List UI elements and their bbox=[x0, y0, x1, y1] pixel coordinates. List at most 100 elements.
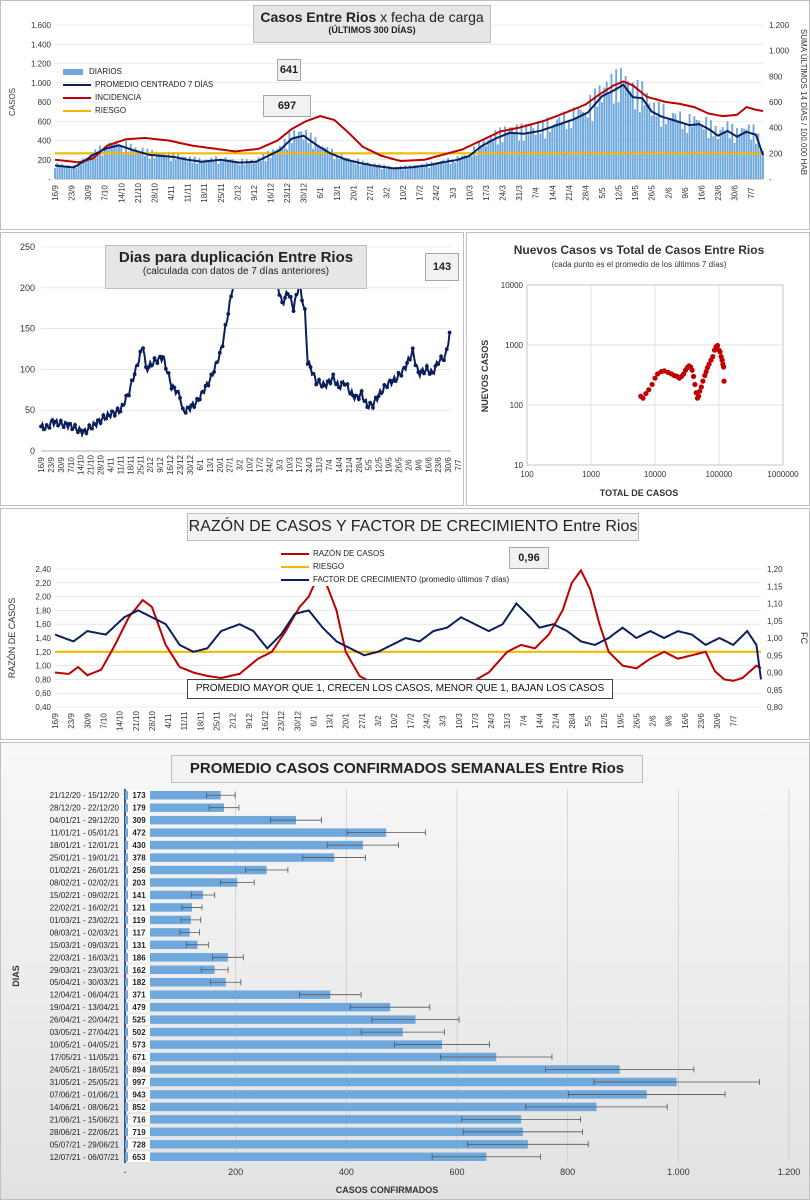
doubling-point bbox=[419, 369, 424, 374]
bar-value-label: 852 bbox=[132, 1103, 146, 1112]
scatter-point bbox=[698, 384, 704, 390]
daily-bar bbox=[72, 165, 75, 179]
x-tick-label: 21/10 bbox=[132, 710, 141, 731]
weekly-bar bbox=[125, 1152, 487, 1161]
weekly-bar bbox=[125, 1077, 677, 1087]
daily-bar bbox=[458, 158, 461, 179]
x-tick-label: 30/9 bbox=[57, 457, 66, 473]
x-tick-label: 23/12 bbox=[277, 710, 286, 731]
daily-bar bbox=[724, 132, 727, 179]
daily-bar bbox=[210, 157, 213, 179]
scatter-point bbox=[640, 395, 646, 401]
weekly-bar bbox=[125, 990, 331, 999]
daily-bar bbox=[650, 115, 653, 179]
bar-label-bg bbox=[128, 1114, 150, 1125]
legend-riesgo: RIESGO bbox=[63, 104, 213, 117]
category-label: 15/02/21 - 09/02/21 bbox=[50, 891, 120, 900]
doubling-point bbox=[277, 293, 282, 297]
promedio-line bbox=[54, 83, 764, 170]
x-tick-label: 13/1 bbox=[333, 185, 342, 201]
plot-frame bbox=[526, 284, 784, 466]
bar-label-bg bbox=[128, 1126, 150, 1137]
x-tick-label: 23/9 bbox=[47, 457, 56, 473]
daily-bar bbox=[151, 150, 154, 179]
weekly-bar bbox=[125, 1040, 443, 1049]
x-tick-label: 7/4 bbox=[532, 187, 541, 199]
daily-bar bbox=[283, 138, 286, 179]
daily-bar bbox=[631, 82, 634, 179]
doubling-point bbox=[75, 430, 80, 435]
daily-bar bbox=[297, 131, 300, 179]
daily-bar bbox=[129, 143, 132, 179]
weekly-bar bbox=[125, 791, 221, 800]
daily-bar bbox=[416, 165, 419, 179]
x-tick-label: 21/4 bbox=[565, 185, 574, 201]
bar-label-bg bbox=[128, 914, 150, 925]
daily-bar bbox=[615, 69, 618, 179]
y2-tick-label: 0,90 bbox=[767, 669, 783, 678]
daily-bar bbox=[584, 114, 587, 179]
daily-bar bbox=[473, 146, 476, 179]
x-tick-label: 10/3 bbox=[465, 185, 474, 201]
x-tick-label: 100000 bbox=[706, 470, 733, 479]
daily-bar bbox=[638, 112, 641, 179]
x-tick-label: 24/2 bbox=[265, 457, 274, 473]
daily-bar bbox=[463, 155, 466, 179]
ratio-title: RAZÓN DE CASOS Y FACTOR DE CRECIMIENTO E… bbox=[188, 518, 638, 535]
x-tick-label: 10/2 bbox=[390, 713, 399, 729]
daily-bar bbox=[385, 169, 388, 179]
category-label: 08/02/21 - 02/02/21 bbox=[50, 879, 120, 888]
daily-bar bbox=[198, 157, 201, 179]
daily-bar bbox=[63, 165, 66, 179]
x-tick-label: 4/11 bbox=[164, 713, 173, 729]
y-tick-label: 1.400 bbox=[31, 40, 52, 49]
bar-value-label: 173 bbox=[132, 791, 146, 800]
x-tick-label: 12/5 bbox=[375, 457, 384, 473]
daily-bar bbox=[200, 162, 203, 179]
daily-bar bbox=[267, 150, 270, 179]
x-tick-label: 28/10 bbox=[97, 454, 106, 475]
x-tick-label: 28/4 bbox=[581, 185, 590, 201]
weekly-bar bbox=[125, 1052, 497, 1062]
doubling-point bbox=[161, 355, 165, 359]
x-tick-label: 24/3 bbox=[305, 457, 314, 473]
daily-bar bbox=[226, 159, 229, 179]
daily-bar bbox=[321, 146, 324, 179]
daily-bar bbox=[350, 160, 352, 179]
bar-label-bg bbox=[128, 1139, 150, 1150]
daily-bar bbox=[219, 159, 222, 179]
daily-bar bbox=[577, 108, 580, 179]
doubling-point bbox=[146, 365, 151, 369]
bar-label-bg bbox=[128, 1151, 150, 1162]
doubling-point bbox=[311, 371, 316, 376]
x-tick-label: 25/11 bbox=[136, 455, 145, 475]
daily-bar bbox=[333, 159, 336, 179]
x-tick-label: 10000 bbox=[644, 470, 667, 479]
x-tick-label: 16/12 bbox=[266, 182, 275, 203]
daily-bar bbox=[612, 103, 615, 179]
y-axis-title: CASOS bbox=[8, 88, 17, 116]
x-tick-label: 600 bbox=[449, 1167, 464, 1177]
scatter-point bbox=[719, 357, 725, 363]
bar-label-bg bbox=[128, 865, 150, 876]
daily-bar bbox=[456, 156, 459, 179]
doubling-point bbox=[64, 421, 69, 426]
x-tick-label: 24/3 bbox=[499, 185, 508, 201]
x-tick-label: 14/4 bbox=[536, 713, 545, 729]
scatter-point bbox=[649, 381, 655, 388]
doubling-point bbox=[115, 406, 120, 411]
daily-bar bbox=[323, 148, 326, 179]
bar-value-label: 162 bbox=[132, 966, 146, 975]
daily-bar bbox=[248, 162, 251, 179]
bar-value-label: 309 bbox=[132, 816, 146, 825]
daily-bar bbox=[655, 116, 658, 179]
daily-bar bbox=[252, 162, 255, 179]
daily-bar bbox=[520, 123, 523, 179]
daily-bar bbox=[636, 79, 639, 179]
x-tick-label: 9/12 bbox=[156, 457, 165, 473]
doubling-point bbox=[47, 425, 52, 430]
daily-bar bbox=[61, 164, 64, 179]
x-tick-label: 14/10 bbox=[116, 710, 125, 731]
bar-label-bg bbox=[128, 790, 150, 801]
scatter-point bbox=[710, 354, 716, 360]
